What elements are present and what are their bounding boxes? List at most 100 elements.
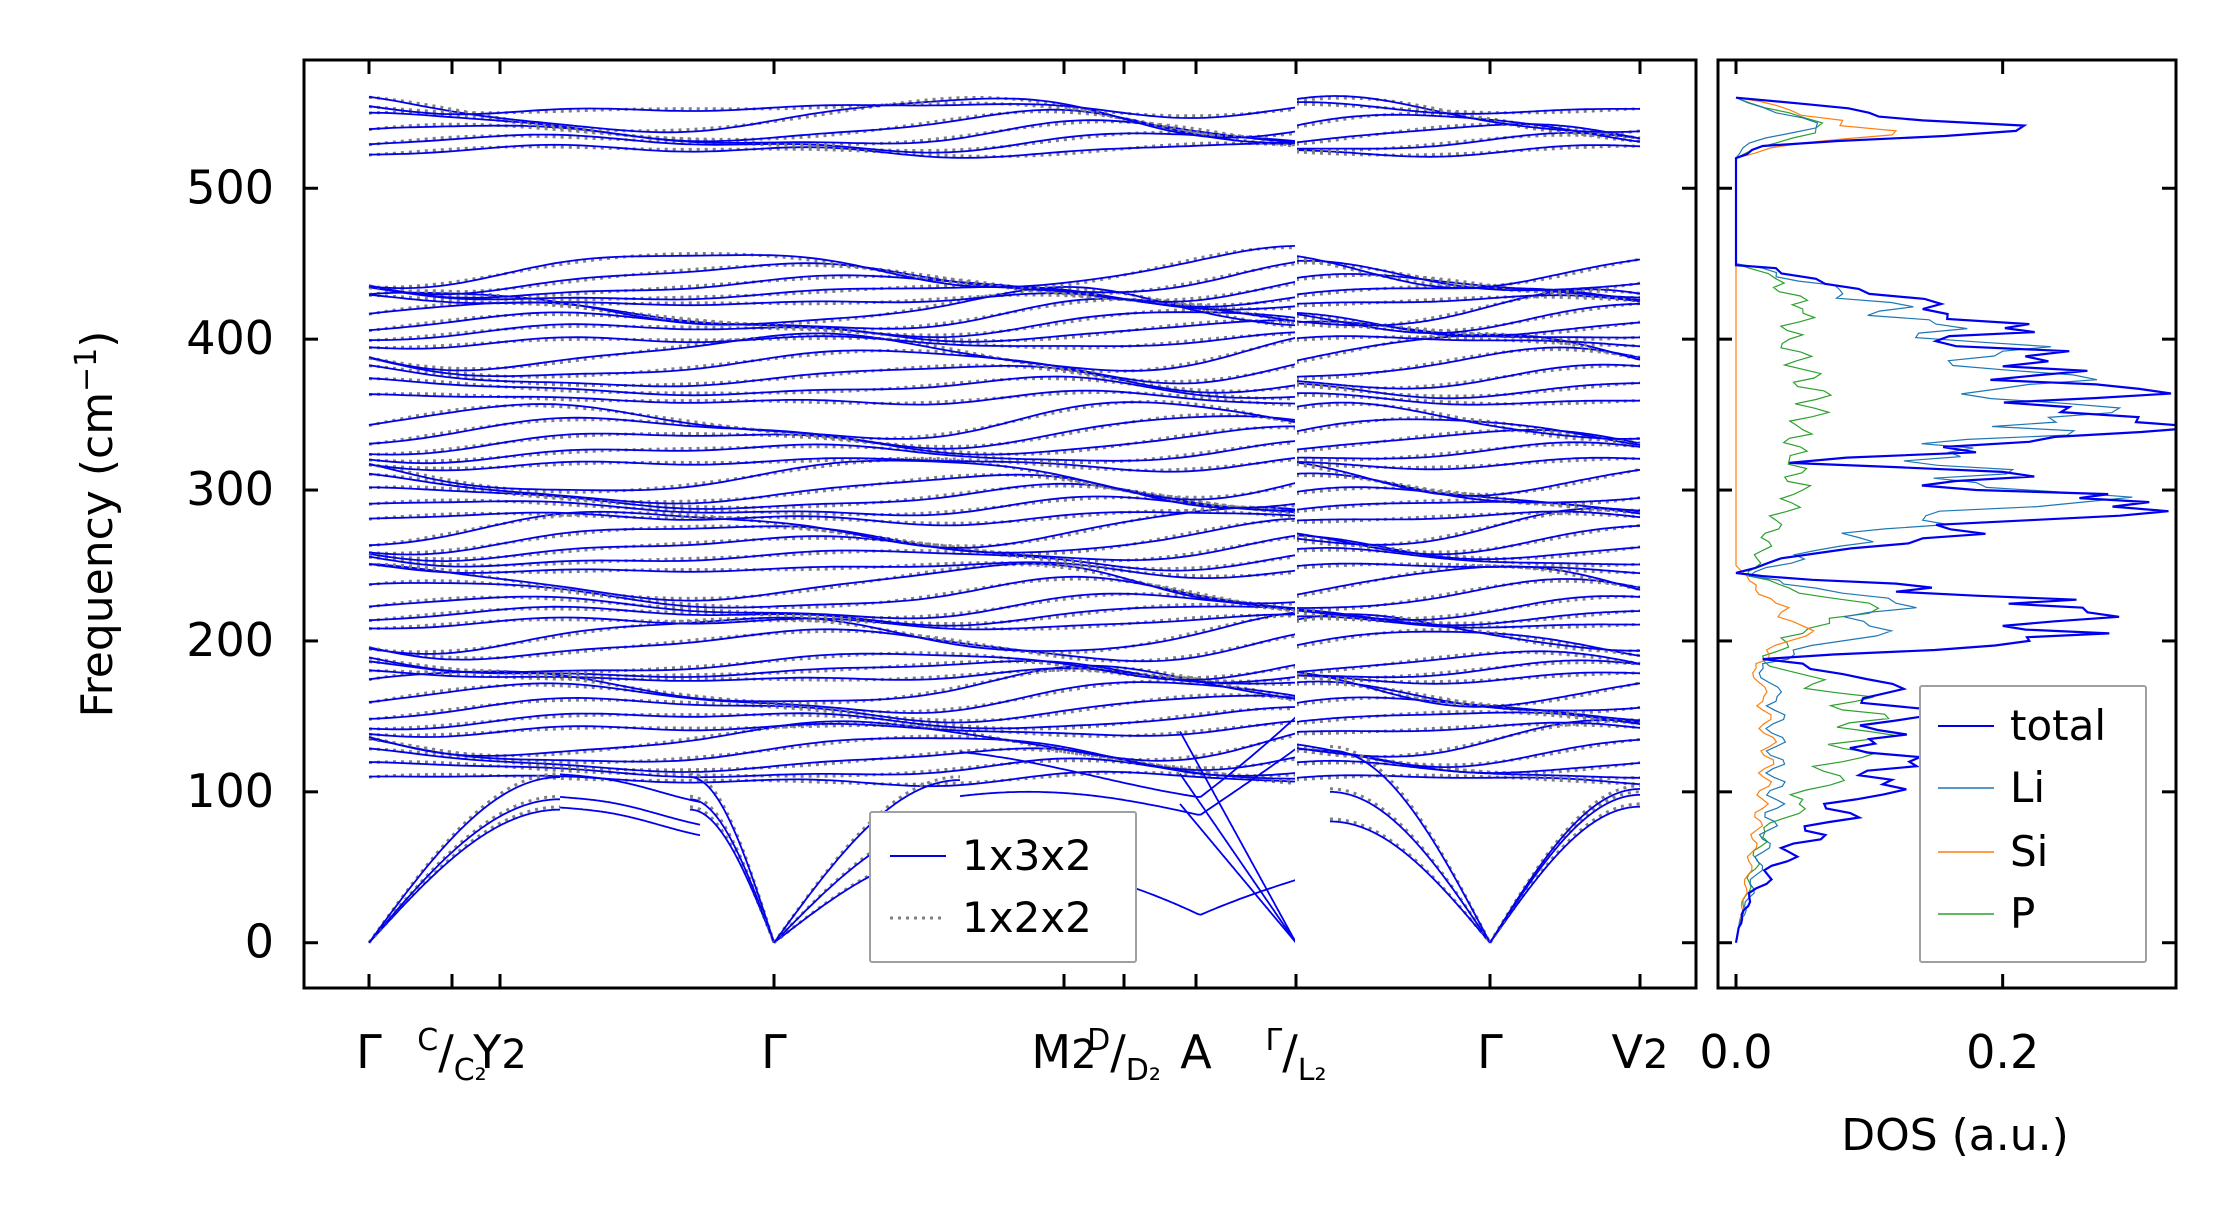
band-line-1x3x2 [1295, 671, 1641, 708]
band-line-1x2x2 [1295, 284, 1641, 302]
band-line-1x3x2 [1295, 144, 1641, 158]
band-line-1x3x2 [368, 245, 1297, 290]
band-line-1x3x2 [1295, 461, 1641, 497]
acoustic-branch-1x3x2 [1489, 788, 1641, 944]
x-tick-label: A [1180, 1025, 1212, 1079]
band-line-1x3x2 [1295, 101, 1640, 115]
band-line-1x3x2 [1295, 562, 1641, 575]
band-line-1x2x2 [368, 141, 1297, 159]
legend-label-p: P [2010, 889, 2035, 938]
band-line-1x2x2 [368, 484, 1297, 514]
band-line-1x2x2 [1295, 548, 1641, 568]
band-line-1x2x2 [368, 592, 1297, 620]
acoustic-branch-1x3x2 [1489, 805, 1640, 944]
band-line-1x3x2 [368, 375, 1297, 399]
band-line-1x2x2 [368, 721, 1297, 738]
band-line-1x2x2 [368, 120, 1297, 147]
band-line-1x2x2 [1295, 133, 1641, 153]
band-line-1x3x2 [1295, 613, 1641, 652]
band-line-1x2x2 [1296, 723, 1641, 736]
band-legend-box [869, 811, 1137, 963]
acoustic-branch-1x2x2 [1488, 790, 1641, 944]
legend-label-total: total [2010, 701, 2106, 750]
band-line-1x2x2 [1296, 393, 1641, 406]
acoustic-branch-1x3x2 [1179, 773, 1297, 944]
band-line-1x2x2 [1295, 313, 1641, 337]
band-line-1x2x2 [368, 549, 1297, 571]
y-axis-label-close: ) [72, 331, 123, 348]
band-line-1x3x2 [368, 274, 1297, 303]
band-line-1x2x2 [368, 101, 1297, 118]
band-line-1x2x2 [1295, 671, 1641, 684]
band-line-1x2x2 [368, 693, 1297, 723]
band-line-1x3x2 [368, 401, 1297, 440]
band-line-1x2x2 [1295, 256, 1641, 288]
band-line-1x3x2 [1295, 363, 1641, 390]
acoustic-branch-1x2x2 [367, 805, 560, 944]
y-axis-label-sup: −1 [69, 348, 104, 392]
band-line-1x2x2 [1295, 486, 1641, 512]
band-line-1x3x2 [368, 285, 1297, 327]
band-line-1x2x2 [1295, 122, 1641, 146]
band-line-1x2x2 [368, 293, 1297, 311]
band-line-1x2x2 [368, 668, 1296, 686]
acoustic-branch-1x3x2 [1179, 731, 1297, 944]
x-tick-label: Γ [356, 1025, 382, 1079]
band-line-1x3x2 [368, 103, 1297, 119]
band-line-1x3x2 [1295, 312, 1641, 338]
band-line-1x2x2 [1295, 710, 1641, 726]
band-line-1x2x2 [368, 400, 1297, 441]
band-line-1x2x2 [1295, 672, 1641, 707]
band-line-1x2x2 [1295, 696, 1640, 722]
dos-axes-frame [1716, 58, 2178, 990]
dos-legend: total Li Si P [1919, 685, 2147, 963]
x-tick-label: D/D₂ [1087, 1023, 1161, 1088]
band-line-1x2x2 [1295, 335, 1640, 348]
band-line-1x3x2 [368, 511, 1297, 527]
band-line-1x2x2 [1295, 761, 1641, 781]
band-line-1x3x2 [368, 349, 1297, 385]
band-line-1x3x2 [368, 549, 1297, 572]
band-line-1x2x2 [368, 509, 1297, 525]
band-line-1x3x2 [368, 95, 1297, 139]
legend-label-si: Si [2010, 827, 2048, 876]
band-line-1x3x2 [368, 660, 1297, 684]
x-tick-label: Γ [761, 1025, 787, 1079]
band-line-1x3x2 [368, 108, 1296, 144]
band-line-1x2x2 [368, 707, 1297, 731]
band-line-1x2x2 [1295, 773, 1641, 786]
band-line-1x2x2 [368, 332, 1296, 350]
band-line-1x3x2 [368, 720, 1297, 762]
band-line-1x3x2 [368, 332, 1297, 372]
band-line-1x3x2 [368, 652, 1297, 681]
y-axis-label-main: Frequency (cm [72, 392, 123, 718]
band-line-1x3x2 [1295, 273, 1641, 299]
band-line-1x2x2 [1295, 474, 1641, 506]
band-line-1x3x2 [368, 506, 1297, 549]
band-line-1x3x2 [368, 562, 1297, 605]
band-line-1x2x2 [1295, 381, 1641, 398]
band-line-1x3x2 [368, 364, 1297, 394]
band-line-1x3x2 [368, 495, 1297, 517]
dos-legend-box [1919, 685, 2147, 963]
band-line-1x2x2 [1295, 402, 1641, 442]
y-tick-label: 400 [186, 311, 274, 365]
band-line-1x2x2 [369, 376, 1296, 401]
x-tick-label: C/C₂ [417, 1023, 486, 1088]
band-line-1x2x2 [368, 770, 1297, 786]
band-line-1x3x2 [1296, 578, 1641, 609]
band-line-1x3x2 [368, 592, 1297, 620]
band-line-1x3x2 [368, 534, 1297, 563]
band-line-1x3x2 [1295, 302, 1641, 334]
acoustic-branch-1x3x2 [1330, 820, 1491, 944]
band-line-1x3x2 [368, 706, 1297, 731]
band-structure-axes-frame [302, 58, 1698, 990]
band-line-1x2x2 [1295, 273, 1640, 299]
band-line-1x2x2 [1295, 564, 1641, 599]
dos-x-tick-label: 0.0 [1699, 1025, 1772, 1079]
band-line-1x2x2 [368, 456, 1297, 472]
band-line-1x3x2 [1295, 659, 1641, 679]
band-line-1x3x2 [1295, 401, 1641, 440]
band-line-1x3x2 [368, 737, 1297, 771]
